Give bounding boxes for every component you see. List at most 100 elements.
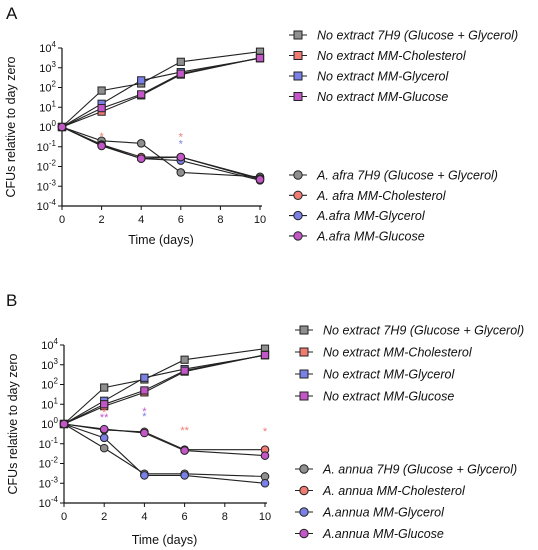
legend-marker-circle (299, 528, 309, 539)
legend-marker-square (299, 347, 309, 357)
series-line (61, 126, 261, 178)
series-line (63, 354, 266, 425)
data-point-square (137, 76, 146, 85)
panel-label: B (6, 291, 17, 310)
data-point-square (176, 69, 185, 78)
x-tick-label: 4 (141, 511, 147, 523)
legend-label: A.annua MM-Glycerol (322, 506, 445, 520)
legend-marker-circle (299, 507, 309, 517)
legend-label: No extract MM-Glucose (317, 90, 448, 104)
data-point-square (260, 350, 270, 360)
legend-label: A.afra MM-Glycerol (316, 209, 426, 223)
legend-label: A.afra MM-Glucose (316, 229, 425, 243)
y-tick-label: 100 (41, 416, 58, 431)
data-point-circle (180, 446, 189, 455)
panel-label: A (6, 4, 18, 23)
legend-marker-square (299, 369, 309, 379)
significance-asterisk: ** (100, 412, 109, 424)
x-tick-label: 0 (59, 214, 65, 226)
y-tick-label: 10-4 (39, 495, 59, 510)
y-tick-label: 100 (39, 119, 56, 134)
data-point-square (100, 400, 109, 409)
legend-marker-circle (293, 210, 303, 221)
data-point-square (137, 90, 146, 99)
y-tick-label: 103 (41, 357, 58, 372)
series-line (63, 354, 266, 425)
legend-label: No extract MM-Glycerol (317, 70, 449, 84)
y-tick-label: 10-4 (37, 198, 57, 213)
data-point-circle (99, 443, 109, 453)
y-tick-label: 103 (39, 60, 56, 75)
legend-label: A.annua MM-Glucose (322, 527, 444, 541)
y-tick-label: 101 (41, 396, 58, 411)
significance-asterisk: * (99, 131, 104, 143)
x-tick-label: 8 (217, 214, 223, 226)
significance-asterisk: * (102, 407, 107, 419)
legend-marker-square (299, 391, 309, 401)
data-point-circle (136, 154, 146, 163)
significance-asterisk: * (142, 411, 147, 423)
x-axis-label: Time (days) (128, 233, 194, 247)
y-tick-label: 10-3 (39, 475, 59, 490)
y-tick-label: 102 (41, 377, 58, 392)
y-tick-label: 101 (39, 99, 56, 114)
series-line (61, 126, 261, 181)
legend-marker-square (299, 325, 309, 335)
legend-label: No extract MM-Glucose (323, 390, 454, 404)
x-tick-label: 6 (178, 214, 184, 226)
legend-label: A. annua MM-Cholesterol (322, 484, 466, 498)
significance-asterisk: * (179, 132, 184, 144)
data-point-square (97, 104, 106, 113)
data-point-square (100, 383, 109, 392)
series-line (61, 126, 261, 181)
legend-marker-circle (293, 231, 303, 241)
data-point-circle (260, 451, 270, 460)
y-tick-label: 10-2 (39, 456, 59, 471)
legend-marker-circle (299, 464, 309, 474)
x-tick-label: 4 (138, 214, 144, 226)
x-tick-label: 2 (101, 511, 107, 523)
y-tick-label: 104 (39, 40, 56, 55)
legend-marker-square (293, 71, 303, 81)
data-point-square (255, 53, 265, 63)
x-tick-label: 8 (222, 511, 228, 523)
legend-marker-square (293, 51, 303, 60)
series-line (61, 57, 261, 128)
significance-asterisk: * (142, 406, 147, 418)
legend-label: No extract MM-Glycerol (323, 368, 455, 382)
x-tick-label: 6 (182, 511, 188, 523)
legend-marker-square (293, 30, 303, 40)
series-line (63, 354, 266, 425)
y-axis-label: CFUs relative to day zero (4, 56, 18, 197)
legend-marker-square (293, 92, 303, 101)
data-point-circle (97, 141, 106, 151)
data-point-square (140, 373, 149, 382)
series-line (61, 57, 261, 128)
data-point-square (97, 86, 106, 95)
y-tick-label: 10-2 (37, 159, 57, 174)
data-point-square (140, 386, 149, 395)
data-point-circle (176, 152, 186, 162)
x-tick-label: 10 (259, 511, 271, 523)
x-axis-label: Time (days) (132, 533, 198, 547)
significance-asterisk: * (263, 426, 268, 438)
significance-asterisk: * (179, 138, 184, 150)
x-tick-label: 10 (254, 214, 266, 226)
y-tick-label: 104 (41, 337, 58, 352)
data-point-circle (57, 122, 67, 132)
data-point-circle (255, 175, 265, 184)
y-tick-label: 10-3 (37, 178, 57, 193)
y-tick-label: 102 (39, 80, 56, 95)
legend-label: No extract 7H9 (Glucose + Glycerol) (317, 29, 518, 43)
x-tick-label: 0 (61, 511, 67, 523)
data-point-circle (59, 419, 69, 429)
data-point-circle (260, 478, 270, 488)
legend-label: A. annua 7H9 (Glucose + Glycerol) (322, 463, 517, 477)
y-tick-label: 10-1 (39, 436, 59, 451)
data-point-circle (99, 424, 109, 434)
series-line (61, 57, 261, 128)
legend-label: No extract MM-Cholesterol (317, 49, 467, 63)
data-point-circle (176, 168, 186, 177)
data-point-circle (140, 428, 149, 438)
